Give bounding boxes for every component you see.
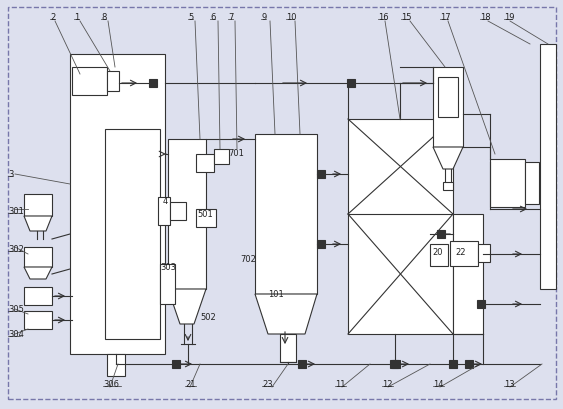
Bar [449,360,457,368]
Polygon shape [168,289,206,324]
Text: 502: 502 [200,313,216,322]
Text: 23: 23 [262,380,272,389]
Text: 22: 22 [455,248,466,257]
Text: 301: 301 [8,207,24,216]
Polygon shape [24,267,52,279]
Text: 305: 305 [8,305,24,314]
Text: 2: 2 [50,13,55,22]
Bar [72,68,107,96]
Text: 3: 3 [8,170,14,179]
Bar [168,139,206,289]
Bar [196,155,214,173]
Text: 14: 14 [433,380,444,389]
Bar [24,287,52,305]
Bar [160,264,175,304]
Text: 21: 21 [185,380,195,389]
Bar [437,230,445,238]
Bar [525,163,539,204]
Bar [540,45,556,289]
Text: 306: 306 [103,380,119,389]
Bar [450,241,478,266]
Bar [490,160,525,207]
Bar [453,214,483,334]
Text: 18: 18 [480,13,490,22]
Bar [70,55,165,354]
Text: 19: 19 [504,13,515,22]
Bar [196,209,216,227]
Bar [158,198,170,225]
Text: 8: 8 [101,13,106,22]
Bar [107,354,125,376]
Bar [24,247,52,267]
Polygon shape [433,148,463,170]
Text: 12: 12 [382,380,392,389]
Bar [255,135,317,294]
Text: 20: 20 [432,248,443,257]
Text: 5: 5 [188,13,193,22]
Text: 303: 303 [160,263,176,272]
Polygon shape [24,216,52,231]
Bar [298,360,306,368]
Text: 10: 10 [286,13,297,22]
Bar [149,80,157,88]
Bar [280,334,296,362]
Bar [347,80,355,88]
Bar [348,120,453,334]
Bar [478,245,490,262]
Bar [390,360,398,368]
Text: 17: 17 [440,13,450,22]
Bar [443,182,453,191]
Polygon shape [255,294,317,334]
Text: 501: 501 [197,210,213,219]
Text: 304: 304 [8,330,24,339]
Text: 11: 11 [335,380,346,389]
Text: 16: 16 [378,13,388,22]
Text: 15: 15 [401,13,412,22]
Bar [317,240,325,248]
Bar [105,130,160,339]
Text: 13: 13 [504,380,515,389]
Text: 6: 6 [210,13,216,22]
Bar [214,150,229,164]
Bar [172,360,180,368]
Bar [24,195,52,216]
Text: 701: 701 [228,148,244,157]
Bar [392,360,400,368]
Bar [477,300,485,308]
Text: 702: 702 [240,255,256,264]
Bar [24,311,52,329]
Bar [317,171,325,179]
Bar [170,202,186,220]
Text: 7: 7 [228,13,234,22]
Bar [433,68,463,148]
Text: 1: 1 [74,13,79,22]
Text: 9: 9 [261,13,266,22]
Bar [438,78,458,118]
Text: 101: 101 [268,290,284,299]
Text: 302: 302 [8,245,24,254]
Bar [107,72,119,92]
Text: 4: 4 [163,197,168,206]
Bar [465,360,473,368]
Bar [430,245,448,266]
